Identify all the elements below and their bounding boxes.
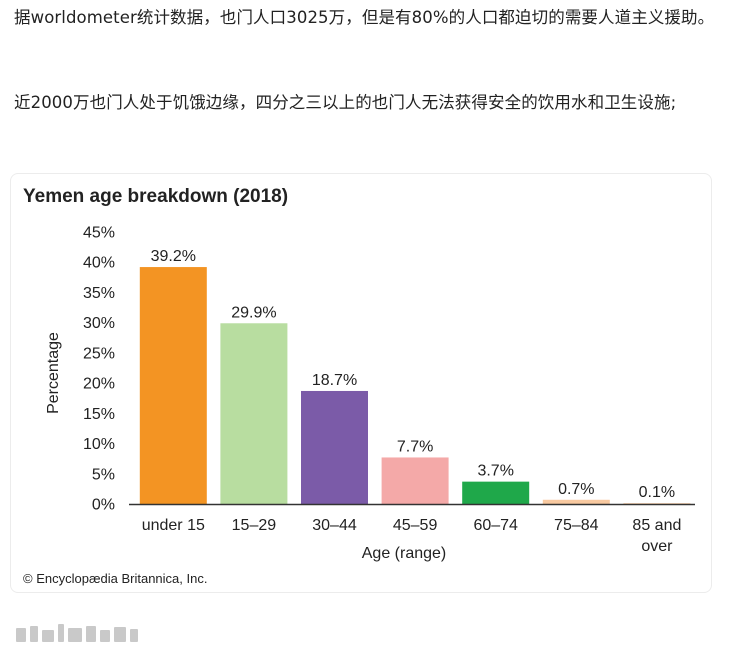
x-axis-tick-labels: under 15 15–29 30–44 45–59 60–74 75–84 85 and o… (142, 517, 682, 555)
bar (542, 499, 610, 504)
value-label: 39.2% (151, 248, 196, 265)
bar (623, 503, 691, 504)
x-tick-label: 15–29 (232, 517, 277, 534)
article-paragraph-hunger: 近2000万也门人处于饥饿边缘，四分之三以上的也门人无法获得安全的饮用水和卫生设… (14, 93, 677, 112)
chart-card: Yemen age breakdown (2018) 0% 5% 10% 15% 20%… (10, 173, 712, 593)
y-tick-label: 45% (83, 225, 115, 242)
credit-text: © Encyclopædia Britannica, Inc. (23, 571, 207, 586)
toolbar-strip-icon (16, 624, 138, 642)
y-tick-label: 20% (83, 376, 115, 393)
bar (139, 267, 207, 504)
x-tick-label: 30–44 (312, 517, 357, 534)
bars (139, 267, 691, 504)
value-labels: 39.2% 29.9% 18.7% 7.7% 3.7% 0.7% 0.1% (151, 248, 676, 501)
value-label: 7.7% (397, 438, 433, 455)
y-tick-label: 0% (92, 497, 115, 514)
value-label: 18.7% (312, 372, 357, 389)
bar (301, 390, 368, 504)
bar (220, 323, 288, 504)
y-axis: 0% 5% 10% 15% 20% 25% 30% 35% 40% 45% (83, 225, 115, 514)
value-label: 3.7% (477, 463, 513, 480)
y-tick-label: 5% (92, 466, 115, 483)
article-paragraph-population: 据worldometer统计数据，也门人口3025万，但是有80%的人口都迫切的… (14, 8, 715, 27)
chart-title: Yemen age breakdown (2018) (23, 186, 288, 207)
y-tick-label: 30% (83, 315, 115, 332)
x-axis-title: Age (range) (362, 545, 447, 562)
bar (381, 457, 449, 504)
bar (462, 481, 530, 504)
y-tick-label: 25% (83, 345, 115, 362)
x-tick-label: 45–59 (393, 517, 438, 534)
x-tick-label: under 15 (142, 517, 205, 534)
value-label: 0.7% (558, 481, 594, 498)
value-label: 0.1% (639, 484, 675, 501)
age-breakdown-chart: Yemen age breakdown (2018) 0% 5% 10% 15% 20%… (23, 186, 695, 586)
x-tick-label: 75–84 (554, 517, 599, 534)
value-label: 29.9% (231, 304, 276, 321)
y-tick-label: 40% (83, 255, 115, 272)
x-tick-label: over (641, 538, 673, 555)
y-tick-label: 15% (83, 406, 115, 423)
x-tick-label: 85 and (632, 517, 681, 534)
y-tick-label: 10% (83, 436, 115, 453)
y-axis-title: Percentage (45, 332, 62, 414)
x-tick-label: 60–74 (473, 517, 518, 534)
y-tick-label: 35% (83, 285, 115, 302)
